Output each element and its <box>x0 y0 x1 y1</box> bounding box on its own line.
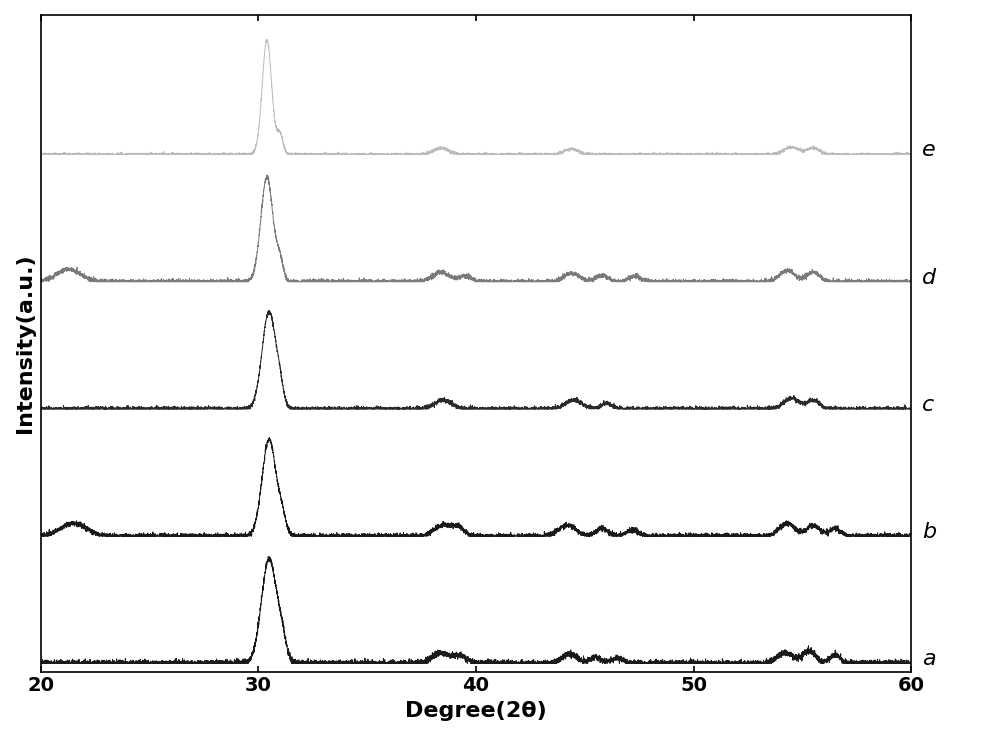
Text: c: c <box>922 394 934 415</box>
X-axis label: Degree(2θ): Degree(2θ) <box>405 701 547 721</box>
Text: e: e <box>922 141 936 160</box>
Text: d: d <box>922 268 936 288</box>
Text: a: a <box>922 649 936 669</box>
Text: b: b <box>922 522 936 542</box>
Y-axis label: Intensity(a.u.): Intensity(a.u.) <box>15 253 35 433</box>
